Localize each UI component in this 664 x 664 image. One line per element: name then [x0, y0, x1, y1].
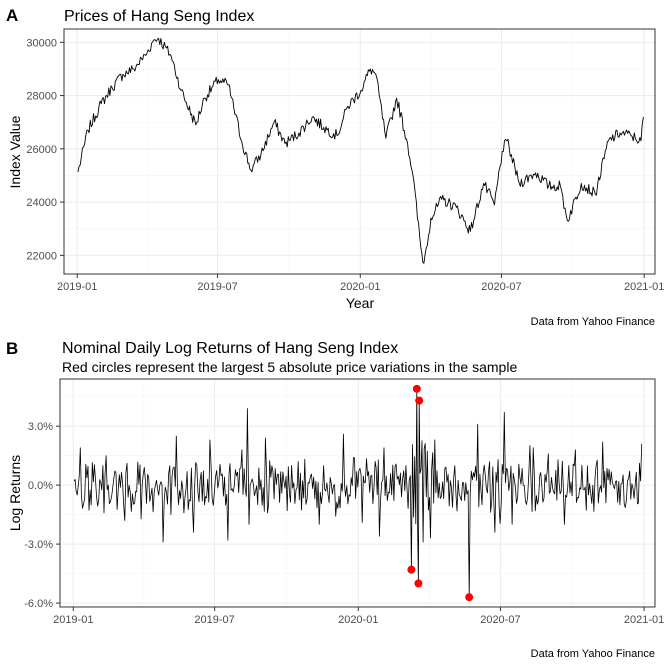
returns-y-label: Log Returns — [7, 455, 23, 531]
prices-caption: Data from Yahoo Finance — [531, 316, 655, 328]
returns-highlight-point — [412, 384, 421, 393]
returns-ticks: 2019-01 2019-07 2020-01 2020-07 2021-01 -6.0%… — [24, 421, 664, 626]
returns-plot-border — [59, 378, 656, 608]
prices-panel: A Prices of Hang Seng Index Index Value … — [6, 6, 664, 328]
prices-ticks: 2019-01 2019-07 2020-01 2020-07 2021-01 22000… — [26, 37, 664, 293]
returns-x-tick-label: 2021-01 — [624, 614, 664, 626]
prices-title: Prices of Hang Seng Index — [64, 8, 254, 25]
prices-x-tick-label: 2019-07 — [197, 281, 237, 293]
returns-panel: B Nominal Daily Log Returns of Hang Seng… — [6, 339, 664, 660]
returns-subtitle: Red circles represent the largest 5 abso… — [62, 359, 517, 375]
returns-line — [73, 388, 643, 598]
returns-x-tick-label: 2020-07 — [480, 614, 520, 626]
prices-y-label: Index Value — [7, 115, 23, 188]
returns-y-tick-label: -6.0% — [24, 598, 53, 610]
prices-y-tick-label: 30000 — [26, 37, 57, 49]
returns-x-tick-label: 2019-07 — [194, 614, 234, 626]
prices-x-tick-label: 2020-07 — [481, 281, 521, 293]
prices-x-label: Year — [346, 295, 375, 311]
returns-x-tick-label: 2019-01 — [53, 614, 93, 626]
prices-series — [77, 37, 644, 264]
prices-line — [77, 37, 644, 264]
prices-y-tick-label: 28000 — [26, 91, 57, 103]
returns-highlights — [407, 384, 474, 602]
returns-y-tick-label: -3.0% — [24, 539, 53, 551]
panel-tag-a: A — [6, 6, 18, 25]
returns-highlight-point — [465, 593, 474, 602]
prices-x-tick-label: 2019-01 — [57, 281, 97, 293]
returns-series — [73, 388, 643, 598]
prices-y-tick-label: 22000 — [26, 250, 57, 262]
returns-y-tick-label: 3.0% — [28, 421, 53, 433]
prices-y-tick-label: 26000 — [26, 144, 57, 156]
panel-tag-b: B — [6, 339, 18, 358]
returns-highlight-point — [415, 396, 424, 405]
returns-highlight-point — [407, 565, 416, 574]
prices-grid — [64, 29, 655, 274]
returns-x-tick-label: 2020-01 — [338, 614, 378, 626]
prices-x-tick-label: 2020-01 — [340, 281, 380, 293]
prices-plot-border — [63, 28, 656, 275]
returns-caption: Data from Yahoo Finance — [531, 648, 655, 660]
prices-y-tick-label: 24000 — [26, 197, 57, 209]
returns-y-tick-label: 0.0% — [28, 480, 53, 492]
returns-title: Nominal Daily Log Returns of Hang Seng I… — [62, 340, 398, 357]
returns-highlight-point — [414, 579, 423, 588]
prices-x-tick-label: 2021-01 — [624, 281, 664, 293]
returns-grid — [60, 379, 655, 607]
